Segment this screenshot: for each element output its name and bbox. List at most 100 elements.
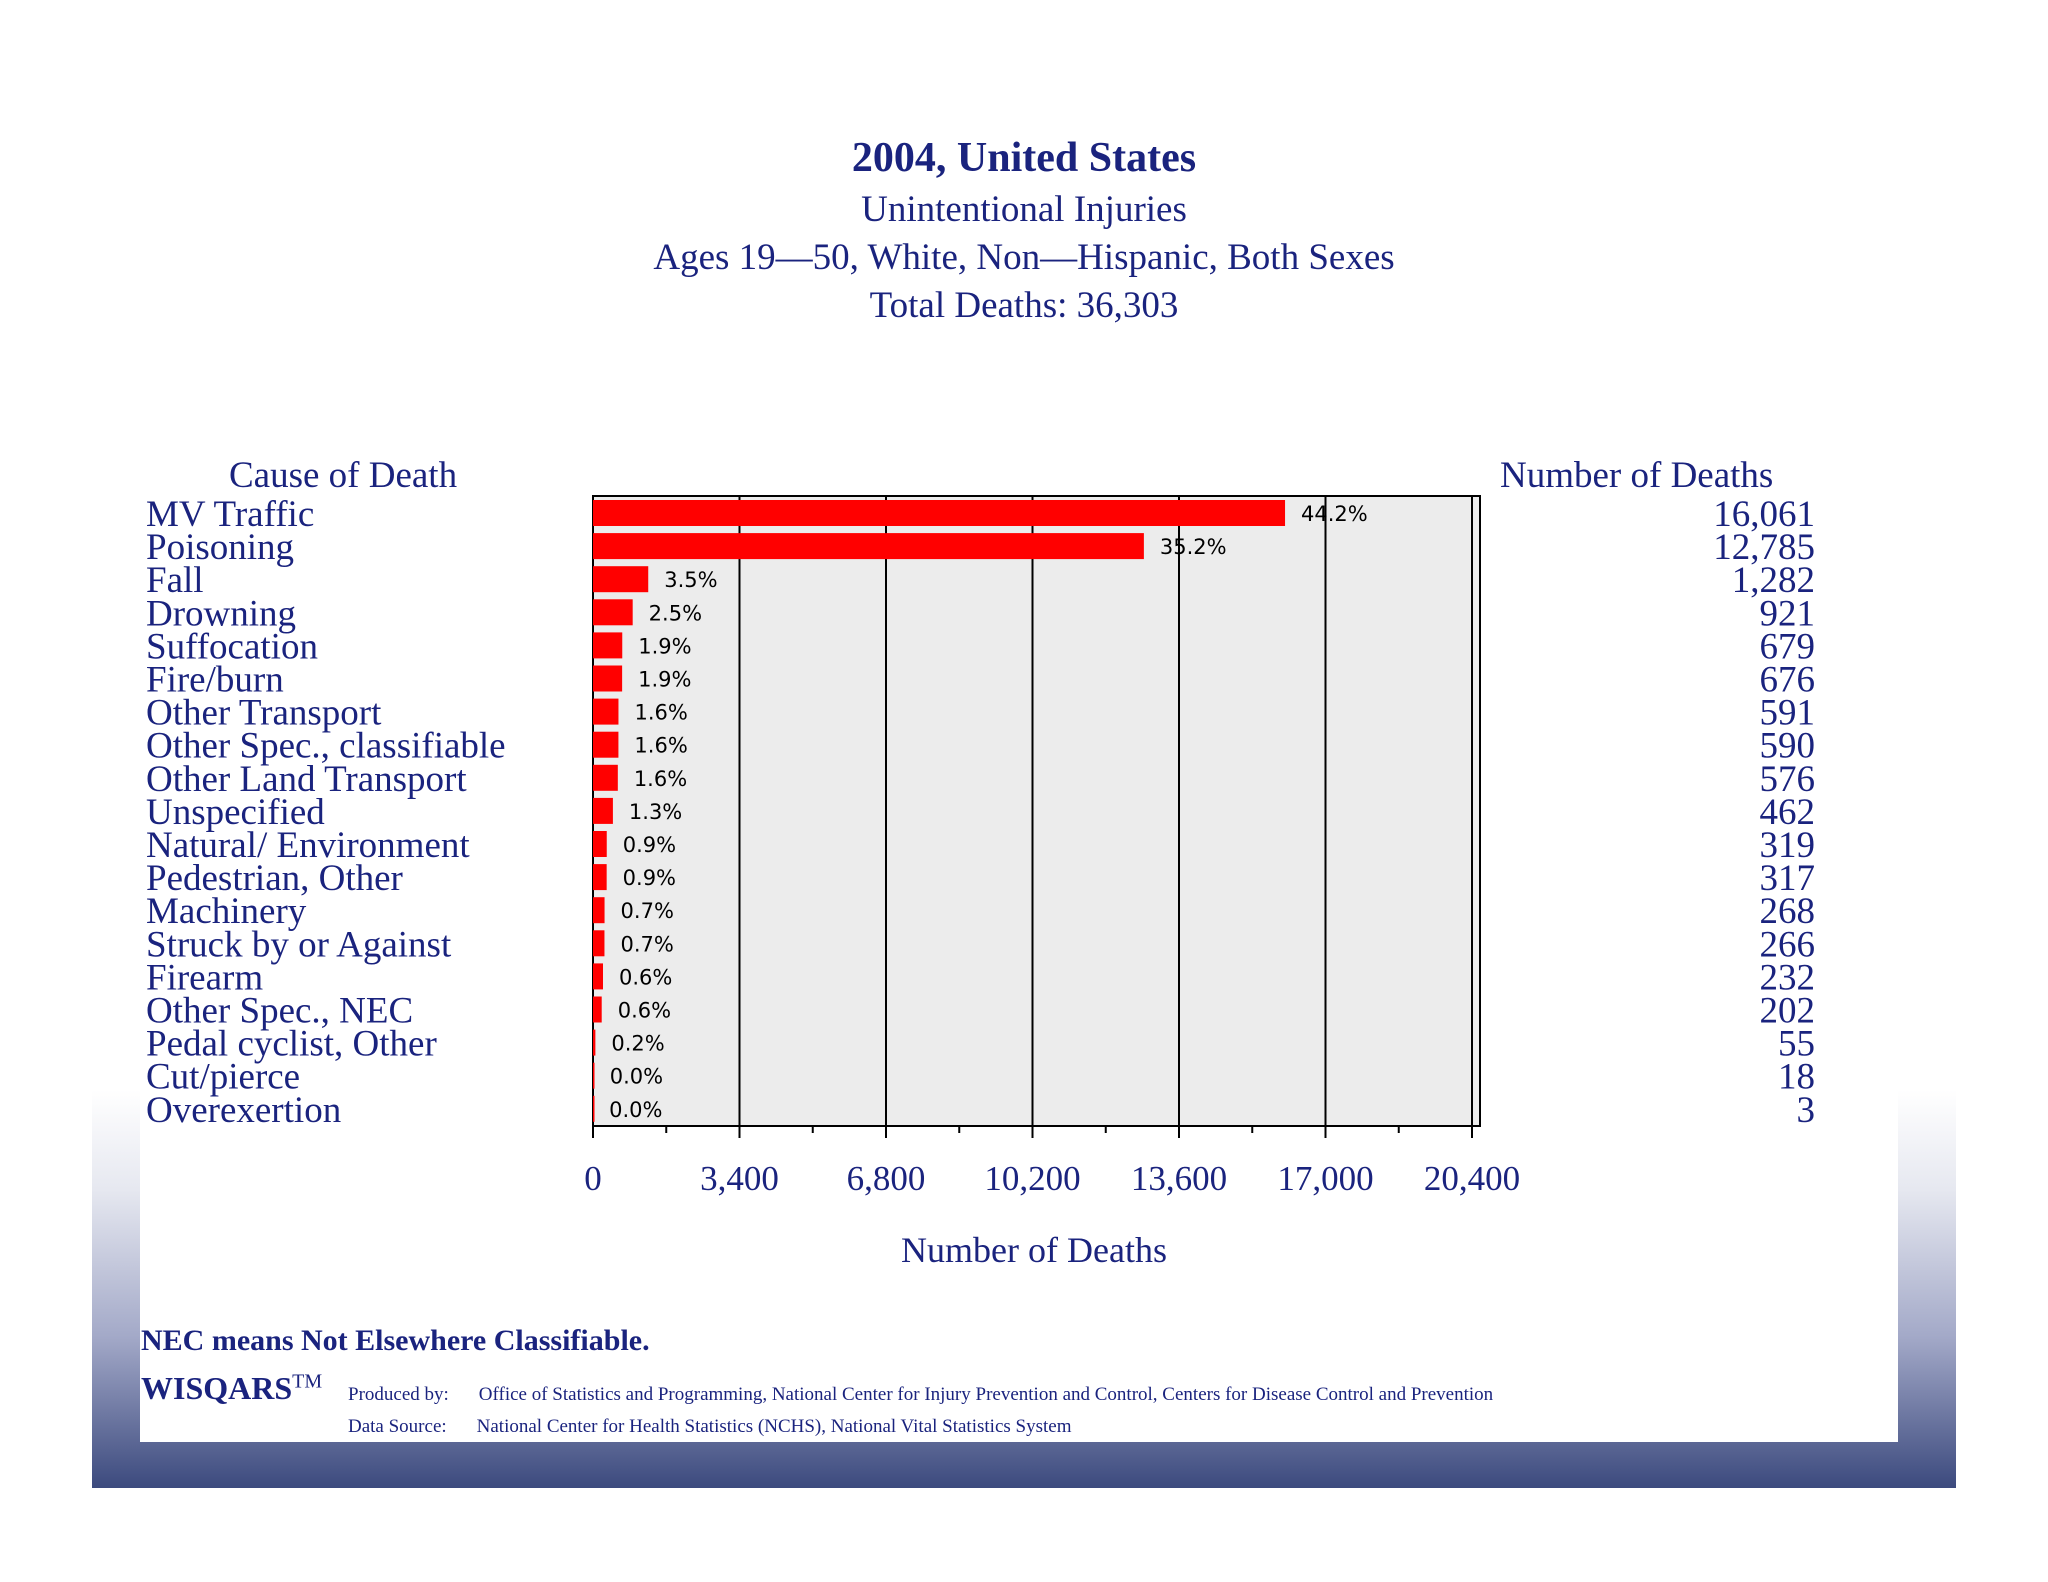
death-count-label: 319: [1760, 825, 1816, 866]
category-label: Poisoning: [146, 527, 294, 568]
bar-percent-label: 1.6%: [634, 767, 687, 791]
bar-percent-label: 0.0%: [610, 1065, 663, 1089]
cause-of-death-header: Cause of Death: [229, 455, 458, 496]
bar-percent-label: 0.7%: [621, 899, 674, 923]
produced-by-label: Produced by:: [348, 1384, 449, 1405]
bar: [593, 831, 607, 857]
death-count-label: 18: [1778, 1057, 1815, 1098]
category-label: Fall: [146, 560, 204, 601]
death-count-label: 679: [1760, 626, 1816, 667]
bar: [593, 566, 649, 593]
bar-percent-label: 0.6%: [618, 999, 671, 1023]
bar-percent-label: 1.3%: [629, 800, 682, 824]
death-count-label: 317: [1760, 858, 1816, 899]
x-axis-label: Number of Deaths: [901, 1230, 1167, 1270]
category-label: Overexertion: [146, 1090, 341, 1131]
data-source-text: National Center for Health Statistics (N…: [476, 1416, 1072, 1437]
chart-subtitle-total: Total Deaths: 36,303: [869, 285, 1179, 326]
death-count-label: 576: [1760, 759, 1816, 800]
death-count-label: 266: [1760, 924, 1816, 965]
death-count-label: 1,282: [1732, 560, 1815, 601]
data-source-line: Data Source: National Center for Health S…: [348, 1416, 1071, 1438]
bar-percent-label: 2.5%: [649, 601, 702, 625]
wisqars-logo: WISQARSTM: [141, 1370, 322, 1407]
bar: [593, 764, 618, 791]
wisqars-logo-text: WISQARS: [141, 1370, 293, 1406]
death-count-label: 55: [1778, 1024, 1815, 1065]
bar: [593, 1029, 596, 1056]
nec-footnote: NEC means Not Elsewhere Classifiable.: [141, 1324, 650, 1357]
chart-subtitle-population: Ages 19—50, White, Non—Hispanic, Both Se…: [653, 237, 1395, 278]
bar: [593, 731, 619, 758]
category-label: Firearm: [146, 957, 263, 998]
death-count-label: 591: [1760, 693, 1816, 734]
category-label: Pedal cyclist, Other: [146, 1024, 437, 1065]
death-count-label: 12,785: [1713, 527, 1815, 568]
produced-by-line: Produced by: Office of Statistics and Pro…: [348, 1384, 1493, 1406]
category-label: Other Spec., NEC: [146, 991, 413, 1032]
death-count-label: 268: [1760, 891, 1816, 932]
bar: [593, 665, 623, 692]
trademark-mark: TM: [292, 1370, 323, 1393]
category-label: Struck by or Against: [146, 924, 452, 965]
bar-percent-label: 1.6%: [634, 734, 687, 758]
category-label: Unspecified: [146, 792, 325, 833]
category-label: Other Transport: [146, 693, 382, 734]
number-of-deaths-header: Number of Deaths: [1500, 455, 1774, 496]
bar-percent-label: 0.9%: [623, 866, 676, 890]
category-label: Machinery: [146, 891, 307, 932]
category-label: Other Spec., classifiable: [146, 726, 506, 767]
x-tick-label: 3,400: [700, 1159, 779, 1198]
bar-percent-label: 0.9%: [623, 833, 676, 857]
death-count-label: 676: [1760, 660, 1816, 701]
x-tick-label: 6,800: [847, 1159, 926, 1198]
bar: [593, 1062, 595, 1089]
death-count-label: 16,061: [1713, 494, 1815, 535]
bar: [593, 963, 603, 990]
death-count-label: 3: [1797, 1090, 1816, 1131]
category-label: Fire/burn: [146, 660, 284, 701]
bar-percent-label: 1.9%: [638, 668, 691, 692]
category-label: Suffocation: [146, 626, 318, 667]
bar-percent-label: 0.2%: [611, 1032, 664, 1056]
x-tick-label: 20,400: [1424, 1159, 1520, 1198]
plot-area: [592, 495, 1481, 1127]
bar: [593, 599, 633, 626]
bar-percent-label: 3.5%: [664, 568, 717, 592]
death-count-label: 462: [1760, 792, 1816, 833]
bar: [593, 897, 605, 924]
bar: [593, 533, 1144, 560]
bar-percent-label: 0.7%: [620, 932, 673, 956]
bar: [593, 797, 613, 824]
bar: [593, 500, 1286, 526]
x-tick-label: 13,600: [1131, 1159, 1227, 1198]
category-label: MV Traffic: [146, 494, 314, 535]
chart-subtitle-category: Unintentional Injuries: [861, 189, 1187, 230]
death-count-label: 921: [1760, 593, 1816, 634]
x-tick-label: 17,000: [1277, 1159, 1373, 1198]
bar: [593, 698, 619, 725]
death-count-label: 232: [1760, 957, 1816, 998]
category-label: Natural/ Environment: [146, 825, 470, 866]
bar: [593, 632, 623, 659]
produced-by-text: Office of Statistics and Programming, Na…: [478, 1384, 1494, 1405]
chart-title: 2004, United States: [851, 135, 1197, 181]
bar: [593, 996, 602, 1023]
category-label: Other Land Transport: [146, 759, 467, 800]
bar-percent-label: 1.9%: [638, 634, 691, 658]
death-count-label: 202: [1760, 991, 1816, 1032]
bar-percent-label: 1.6%: [634, 701, 687, 725]
x-tick-label: 0: [584, 1159, 602, 1198]
category-label: Cut/pierce: [146, 1057, 300, 1098]
bar: [593, 1095, 595, 1122]
category-label: Pedestrian, Other: [146, 858, 403, 899]
x-tick-label: 10,200: [984, 1159, 1080, 1198]
data-source-label: Data Source:: [348, 1416, 447, 1437]
bar: [593, 864, 607, 891]
death-count-label: 590: [1760, 726, 1816, 767]
bar-percent-label: 44.2%: [1301, 502, 1368, 526]
bar-percent-label: 0.0%: [609, 1098, 662, 1122]
bar: [593, 930, 605, 957]
category-label: Drowning: [146, 593, 296, 634]
